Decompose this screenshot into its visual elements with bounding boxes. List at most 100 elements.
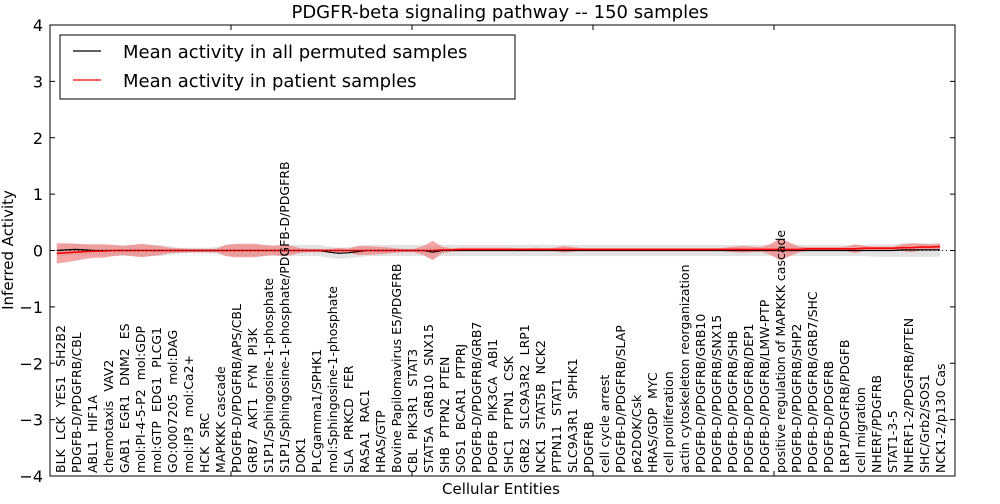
entity-label: PDGFB-D/PDGFRB xyxy=(821,361,836,473)
entity-label: mol:Ca2+ xyxy=(181,355,196,417)
entity-label: SHB xyxy=(437,447,452,473)
entity-label: PRKCD xyxy=(341,398,356,440)
legend-label-permuted: Mean activity in all permuted samples xyxy=(123,42,467,63)
entity-label: GRB10 xyxy=(421,375,436,418)
entity-label: SH2B2 xyxy=(53,325,68,367)
entity-label: Bovine Papilomavirus E5/PDGFRB xyxy=(389,264,404,473)
entity-label: PTPN11 xyxy=(549,425,564,473)
entity-label: SLA xyxy=(341,449,356,473)
entity-label: VAV2 xyxy=(101,360,116,392)
entity-label: HRAS/GTP xyxy=(373,410,388,473)
entity-label: PDGFB-D/PDGFRB/GRB7 xyxy=(469,322,484,473)
entity-label: cell migration xyxy=(853,387,868,473)
entity-label: CSK xyxy=(501,355,516,381)
entity-label: SNX15 xyxy=(421,324,436,366)
y-tick-label: 1 xyxy=(33,185,43,204)
entity-label: PDGFB-D/PDGFRB/SLAP xyxy=(613,325,628,473)
entity-label: PDGFB-D/PDGFRB/LMW-PTP xyxy=(757,299,772,473)
entity-label: SHC/Grb2/SOS1 xyxy=(917,374,932,473)
entity-label: mol:PI-4-5-P2 xyxy=(133,389,148,473)
entity-label: PDGFB-D/PDGFRB/APS/CBL xyxy=(229,304,244,473)
entity-label: LRP1/PDGFRB/PDGFB xyxy=(837,340,852,473)
y-tick-label: −3 xyxy=(19,411,43,430)
y-tick-label: 0 xyxy=(33,242,43,261)
entity-label: RASA1 xyxy=(357,432,372,473)
entity-label: LCK xyxy=(53,416,68,441)
entity-label: PI3K xyxy=(245,327,260,355)
entity-label: STAT5A xyxy=(421,426,436,473)
entity-label: YES1 xyxy=(53,376,68,408)
entity-label: PLCG1 xyxy=(149,327,164,368)
entity-label: CBL xyxy=(405,449,420,473)
entity-label: DNM2 xyxy=(117,348,132,386)
entity-label: GO:0007205 xyxy=(165,394,180,473)
entity-label: PIK3R1 xyxy=(405,396,420,440)
entity-label: STAT5B xyxy=(533,383,548,429)
y-tick-label: 3 xyxy=(33,72,43,91)
entity-label: p62DOK/Csk xyxy=(629,394,644,473)
entity-label: GRB7 xyxy=(245,438,260,473)
entity-label: PDGFB xyxy=(485,430,500,473)
entity-label: cell proliferation xyxy=(661,371,676,473)
entity-label: BCAR1 xyxy=(453,388,468,430)
entity-label: actin cytoskeleton reorganization xyxy=(677,264,692,473)
entity-label: mol:GDP xyxy=(133,325,148,380)
entity-label: mol:DAG xyxy=(165,330,180,385)
entity-label: mol:IP3 xyxy=(181,426,196,473)
y-tick-label: −1 xyxy=(19,298,43,317)
entity-label: positive regulation of MAPKKK cascade xyxy=(773,230,788,473)
axis-ticks: 4 3 2 1 0 −1 −2 −3 −4 xyxy=(19,16,956,486)
entity-label: PDGFB-D/PDGFRB/SHB xyxy=(725,331,740,473)
y-tick-label: 2 xyxy=(33,129,43,148)
entity-label: PDGFRB xyxy=(581,422,596,473)
entity-label: ES xyxy=(117,323,132,339)
entity-label: ABI1 xyxy=(485,339,500,368)
entity-label: EGR1 xyxy=(117,395,132,429)
entity-label: PDGFB-D/PDGFRB/CBL xyxy=(69,332,84,473)
y-tick-label: −4 xyxy=(19,467,43,486)
entity-label: RAC1 xyxy=(357,389,372,422)
entity-labels: BLK LCK YES1 SH2B2 PDGFB-D/PDGFRB/CBL ABL1 HIF… xyxy=(53,161,948,473)
entity-label: mol:Sphingosine-1-phosphate xyxy=(325,286,340,473)
entity-label: SHC1 xyxy=(501,439,516,473)
entity-label: SLC9A3R1 xyxy=(565,408,580,473)
y-tick-label: 4 xyxy=(33,16,43,35)
entity-label: cell cycle arrest xyxy=(597,375,612,473)
entity-label: NHERF1-2/PDGFRB/PTEN xyxy=(901,318,916,473)
entity-label: FER xyxy=(341,365,356,389)
entity-label: LRP1 xyxy=(517,324,532,355)
plot-frame xyxy=(49,24,956,477)
line-patient xyxy=(56,245,941,255)
entity-label: mol:GTP xyxy=(149,421,164,473)
entity-label: FYN xyxy=(245,365,260,389)
x-axis-label: Cellular Entities xyxy=(442,480,560,498)
entity-label: SPHK1 xyxy=(565,358,580,399)
entity-label: STAT1-3-5 xyxy=(885,410,900,473)
legend-box xyxy=(59,34,516,100)
y-axis-label: Inferred Activity xyxy=(0,190,17,310)
entity-label: PTPN2 xyxy=(437,398,452,438)
entity-label: PDGFB-D/PDGFRB/GRB7/SHC xyxy=(805,291,820,473)
entity-label: STAT1 xyxy=(549,378,564,416)
entity-label: PDGFB-D/PDGFRB/GRB10 xyxy=(693,314,708,473)
entity-label: DOK1 xyxy=(293,437,308,473)
entity-label: PDGFB-D/PDGFRB/SHP2 xyxy=(789,324,804,473)
entity-label: HCK xyxy=(197,446,212,473)
entity-label: STAT3 xyxy=(405,349,420,387)
entity-label: PDGFB-D/PDGFRB/DEP1 xyxy=(741,324,756,474)
chart-title: PDGFR-beta signaling pathway -- 150 samp… xyxy=(291,2,708,23)
entity-label: SLC9A3R2 xyxy=(517,364,532,429)
entity-label: HIF1A xyxy=(85,395,100,432)
entity-label: MYC xyxy=(645,372,660,399)
entity-label: PTEN xyxy=(437,357,452,389)
entity-label: PDGFB-D/PDGFRB/SNX15 xyxy=(709,315,724,473)
entity-label: AKT1 xyxy=(245,398,260,429)
entity-label: SOS1 xyxy=(453,439,468,473)
entity-label: EDG1 xyxy=(149,377,164,412)
entity-label: NHERF/PDGFRB xyxy=(869,375,884,473)
y-tick-label: −2 xyxy=(19,354,43,373)
entity-label: NCK1 xyxy=(533,439,548,473)
series-lines xyxy=(50,245,955,255)
entity-label: chemotaxis xyxy=(101,401,116,473)
